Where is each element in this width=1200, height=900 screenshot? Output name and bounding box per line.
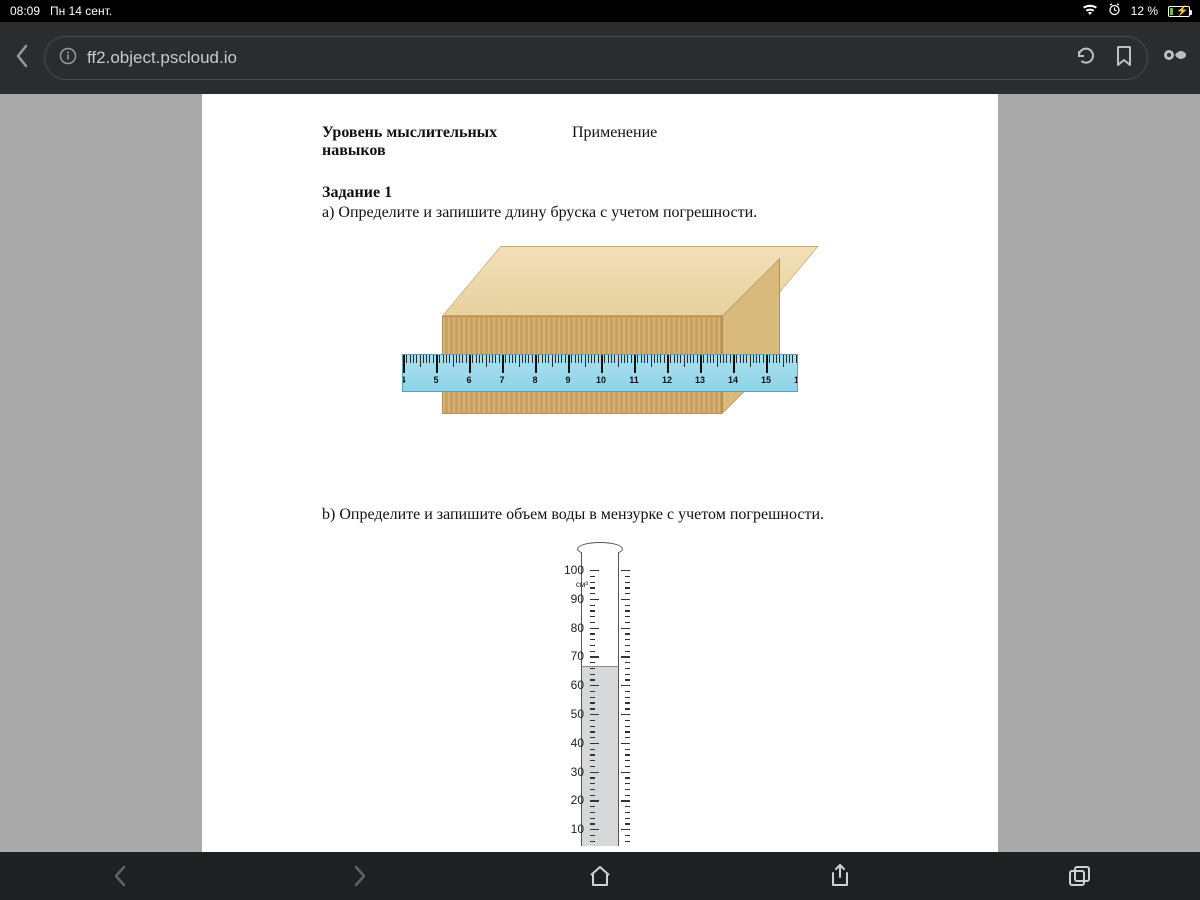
battery-icon: ⚡ — [1168, 6, 1190, 17]
ruler: 45678910111213141516 — [402, 354, 798, 392]
cylinder-body: 100908070605040302010см³ — [581, 552, 619, 852]
back-button[interactable] — [12, 42, 32, 75]
nav-tabs-button[interactable] — [1060, 856, 1100, 896]
cylinder-scale: 100908070605040302010см³ — [590, 570, 630, 852]
alarm-icon — [1108, 3, 1121, 19]
clock: 08:09 — [10, 4, 40, 18]
nav-forward-button[interactable] — [340, 856, 380, 896]
bookmark-icon[interactable] — [1115, 45, 1133, 72]
task1-b-text: b) Определите и запишите объем воды в ме… — [322, 506, 922, 524]
task1-title: Задание 1 — [322, 184, 978, 202]
figure-graduated-cylinder: 100908070605040302010см³ — [570, 542, 630, 852]
address-bar[interactable]: ff2.object.pscloud.io — [44, 36, 1148, 80]
task1-a-text: a) Определите и запишите длину бруска с … — [322, 204, 922, 222]
level-value: Применение — [572, 124, 657, 160]
site-info-icon[interactable] — [59, 47, 77, 70]
wifi-icon — [1082, 4, 1098, 19]
status-bar: 08:09 Пн 14 сент. 12 % ⚡ — [0, 0, 1200, 22]
nav-share-button[interactable] — [820, 856, 860, 896]
reader-icon[interactable] — [1160, 45, 1188, 72]
browser-toolbar: ff2.object.pscloud.io — [0, 22, 1200, 94]
nav-back-button[interactable] — [100, 856, 140, 896]
figure-block-ruler: 45678910111213141516 — [402, 246, 798, 446]
battery-percent: 12 % — [1131, 4, 1158, 18]
document-page: Уровень мыслительных навыков Применение … — [202, 94, 998, 852]
bottom-nav — [0, 852, 1200, 900]
nav-home-button[interactable] — [580, 856, 620, 896]
reload-icon[interactable] — [1075, 45, 1097, 72]
level-label: Уровень мыслительных навыков — [322, 124, 532, 160]
page-viewport[interactable]: Уровень мыслительных навыков Применение … — [0, 94, 1200, 852]
date: Пн 14 сент. — [50, 4, 112, 18]
url-text: ff2.object.pscloud.io — [87, 48, 237, 68]
